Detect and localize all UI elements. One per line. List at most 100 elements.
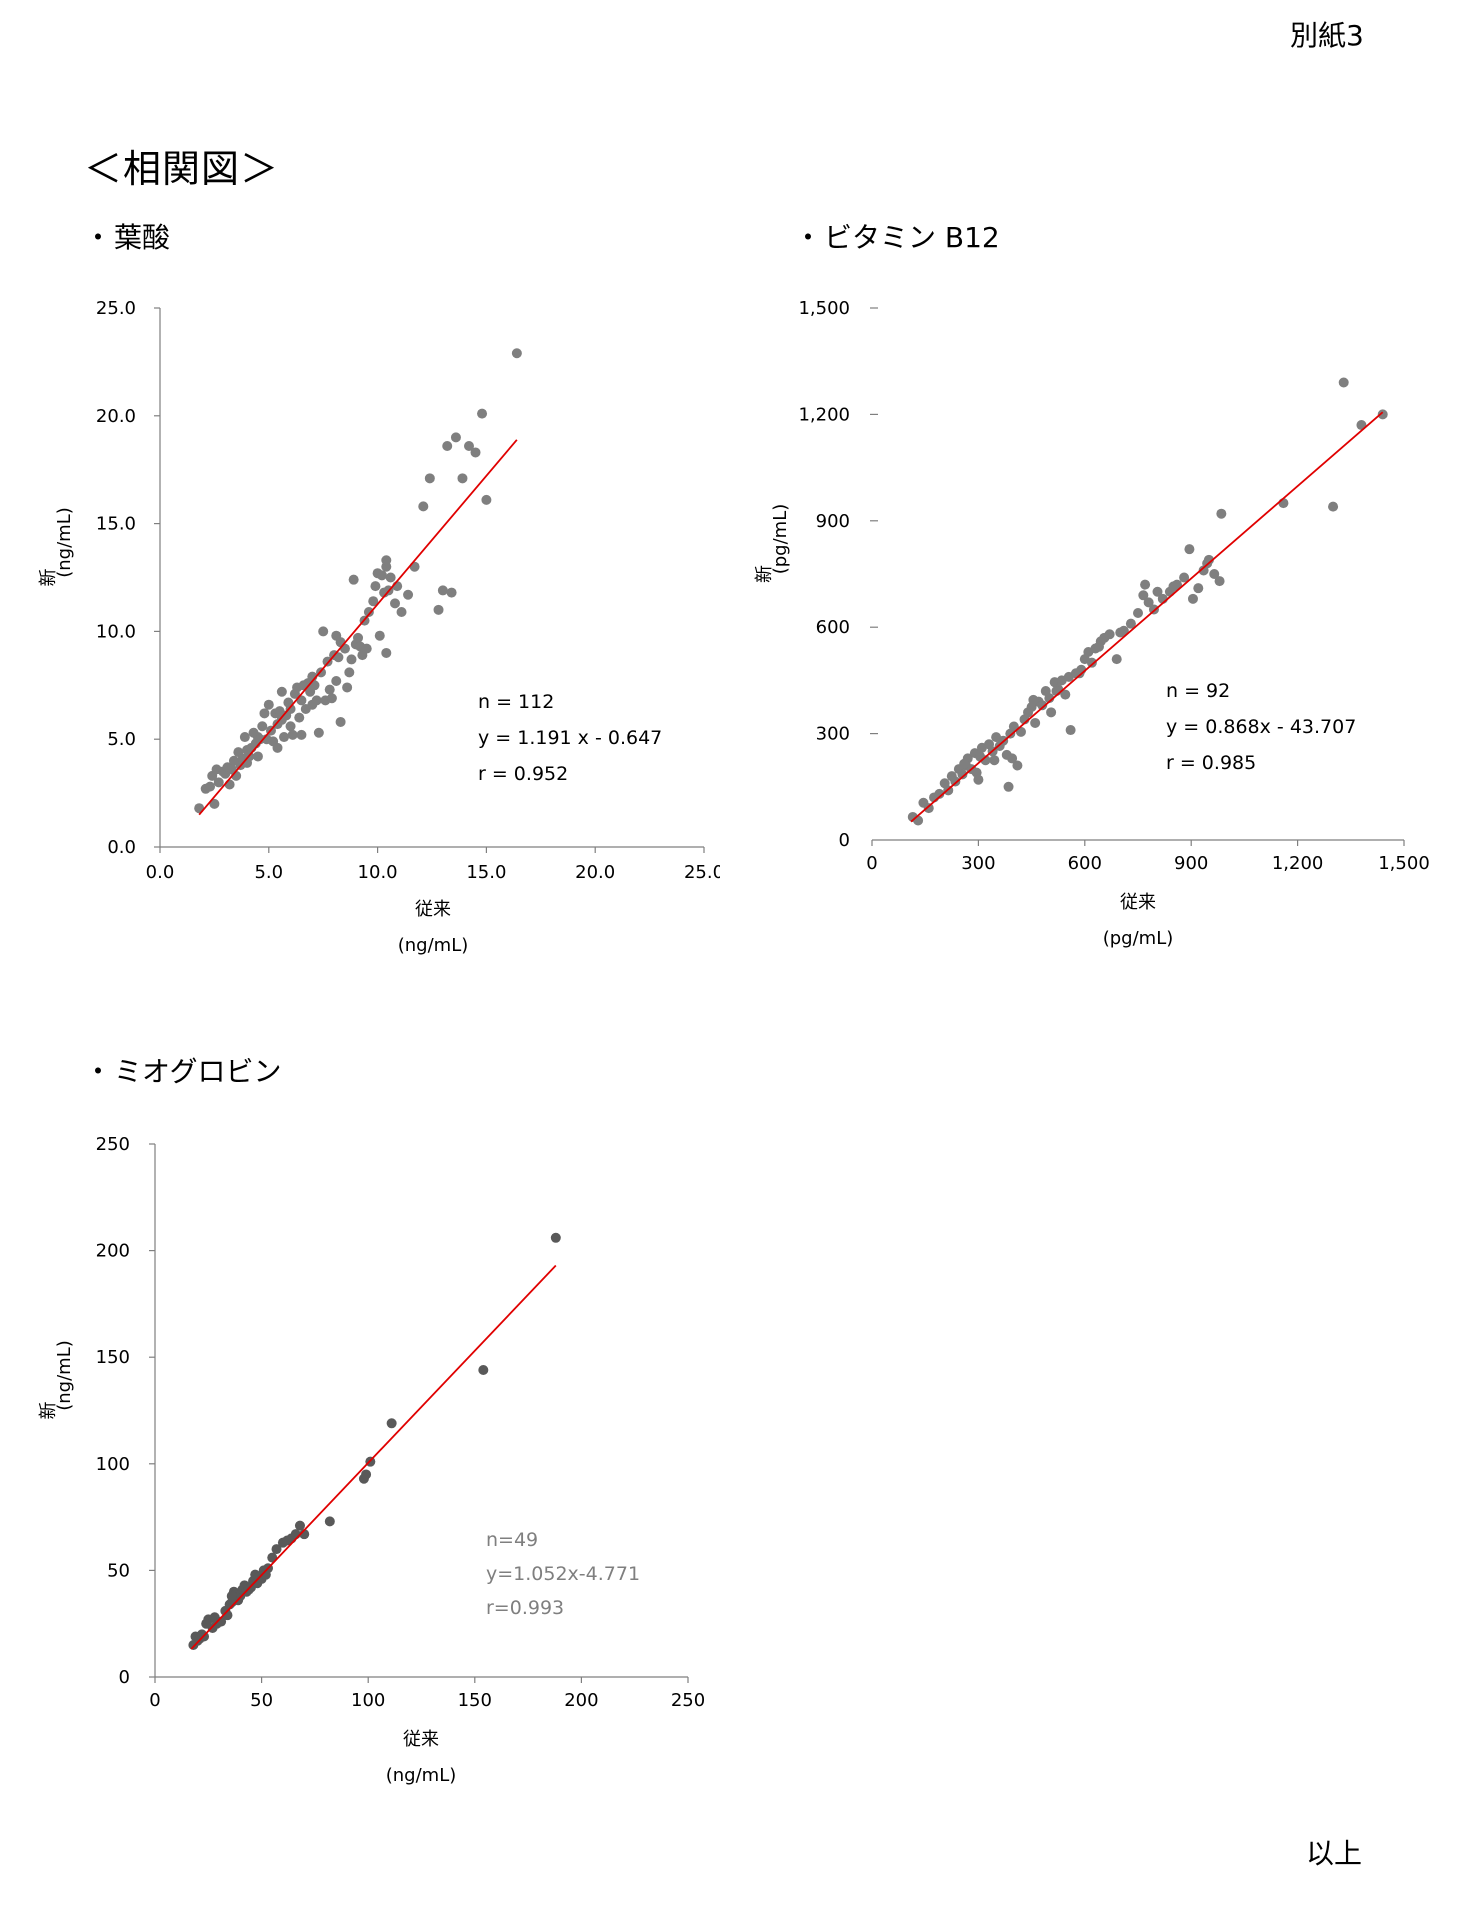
data-point	[1037, 700, 1048, 711]
x-axis-unit: (pg/mL)	[1103, 928, 1174, 949]
x-tick-label: 15.0	[466, 862, 506, 883]
x-tick-label: 20.0	[575, 862, 615, 883]
y-axis-label: 新	[38, 569, 59, 587]
y-tick-label: 5.0	[107, 729, 136, 750]
x-tick-label: 0	[149, 1690, 160, 1711]
stat-annotation: y=1.052x-4.771	[486, 1563, 640, 1585]
stat-annotation: y = 1.191 x - 0.647	[478, 727, 662, 749]
y-tick-label: 150	[96, 1347, 130, 1368]
data-point	[550, 1232, 561, 1243]
stat-annotation: n=49	[486, 1529, 538, 1551]
data-point	[294, 712, 305, 723]
stat-annotation: r = 0.985	[1166, 752, 1256, 774]
data-point	[1216, 508, 1227, 519]
data-point	[1193, 583, 1204, 594]
data-point	[376, 570, 387, 581]
data-point	[370, 581, 381, 592]
x-tick-label: 0	[866, 853, 877, 874]
y-axis-unit: (ng/mL)	[54, 507, 75, 578]
y-tick-label: 10.0	[96, 621, 136, 642]
y-tick-label: 1,200	[798, 404, 850, 425]
data-point	[409, 561, 420, 572]
y-axis-unit: (ng/mL)	[54, 1340, 75, 1411]
data-point	[296, 729, 307, 740]
section-title: ＜相関図＞	[84, 147, 280, 191]
stat-annotation: r=0.993	[486, 1597, 564, 1619]
data-point	[433, 604, 444, 615]
data-point	[311, 695, 322, 706]
data-point	[279, 732, 290, 743]
y-tick-label: 200	[96, 1241, 130, 1262]
data-point	[1338, 377, 1349, 388]
data-point	[1003, 781, 1014, 792]
data-point	[239, 732, 250, 743]
x-tick-label: 250	[671, 1690, 705, 1711]
data-point	[381, 555, 392, 566]
x-tick-label: 25.0	[684, 862, 720, 883]
data-point	[276, 686, 287, 697]
data-point	[287, 729, 298, 740]
data-point	[424, 473, 435, 484]
data-point	[463, 440, 474, 451]
bullet-marker: ・	[794, 221, 823, 254]
data-point	[353, 632, 364, 643]
data-point	[450, 432, 461, 443]
y-tick-label: 0	[119, 1667, 130, 1688]
y-axis-unit: (pg/mL)	[770, 504, 791, 575]
data-point	[481, 494, 492, 505]
data-point	[1115, 627, 1126, 638]
data-point	[1377, 409, 1388, 420]
data-point	[418, 501, 429, 512]
data-point	[326, 693, 337, 704]
data-point	[478, 1364, 489, 1375]
y-tick-label: 300	[816, 724, 850, 745]
data-point	[252, 751, 263, 762]
data-point	[973, 774, 984, 785]
data-point	[1030, 717, 1041, 728]
regression-line	[910, 411, 1384, 823]
x-tick-label: 100	[351, 1690, 385, 1711]
x-tick-label: 1,500	[1378, 853, 1430, 874]
data-point	[324, 1516, 335, 1527]
data-point	[390, 598, 401, 609]
data-point	[333, 652, 344, 663]
data-point	[1328, 501, 1339, 512]
data-point	[385, 572, 396, 583]
stat-annotation: y = 0.868x - 43.707	[1166, 716, 1356, 738]
data-point	[1104, 629, 1115, 640]
x-axis-label: 従来	[1120, 892, 1156, 913]
x-tick-label: 5.0	[254, 862, 283, 883]
data-point	[457, 473, 468, 484]
data-point	[1152, 586, 1163, 597]
data-point	[1184, 544, 1195, 555]
data-point	[213, 777, 224, 788]
data-point	[285, 704, 296, 715]
data-point	[1187, 593, 1198, 604]
data-point	[259, 708, 270, 719]
y-axis-label: 新	[38, 1402, 59, 1420]
regression-line	[198, 439, 518, 816]
data-point	[1065, 725, 1076, 736]
data-point	[446, 587, 457, 598]
data-point	[1140, 579, 1151, 590]
data-point	[205, 781, 216, 792]
data-point	[1074, 668, 1085, 679]
data-point	[201, 1618, 212, 1629]
data-point	[361, 1469, 372, 1480]
y-tick-label: 600	[816, 617, 850, 638]
data-point	[1111, 654, 1122, 665]
data-point	[374, 630, 385, 641]
data-point	[318, 626, 329, 637]
data-point	[1125, 618, 1136, 629]
stat-annotation: n = 92	[1166, 680, 1230, 702]
y-tick-label: 15.0	[96, 514, 136, 535]
data-point	[442, 440, 453, 451]
x-tick-label: 1,200	[1272, 853, 1324, 874]
scatter-chart-folate: 0.0 5.0 10.0 15.0 20.0 25.0 0.0 5.0 10.0 15.0 20.0…	[38, 298, 720, 956]
data-point	[950, 776, 961, 787]
x-tick-label: 200	[564, 1690, 598, 1711]
x-axis-label: 従来	[415, 899, 451, 920]
x-tick-label: 0.0	[146, 862, 175, 883]
y-tick-label: 50	[107, 1560, 130, 1581]
data-point	[1044, 693, 1055, 704]
